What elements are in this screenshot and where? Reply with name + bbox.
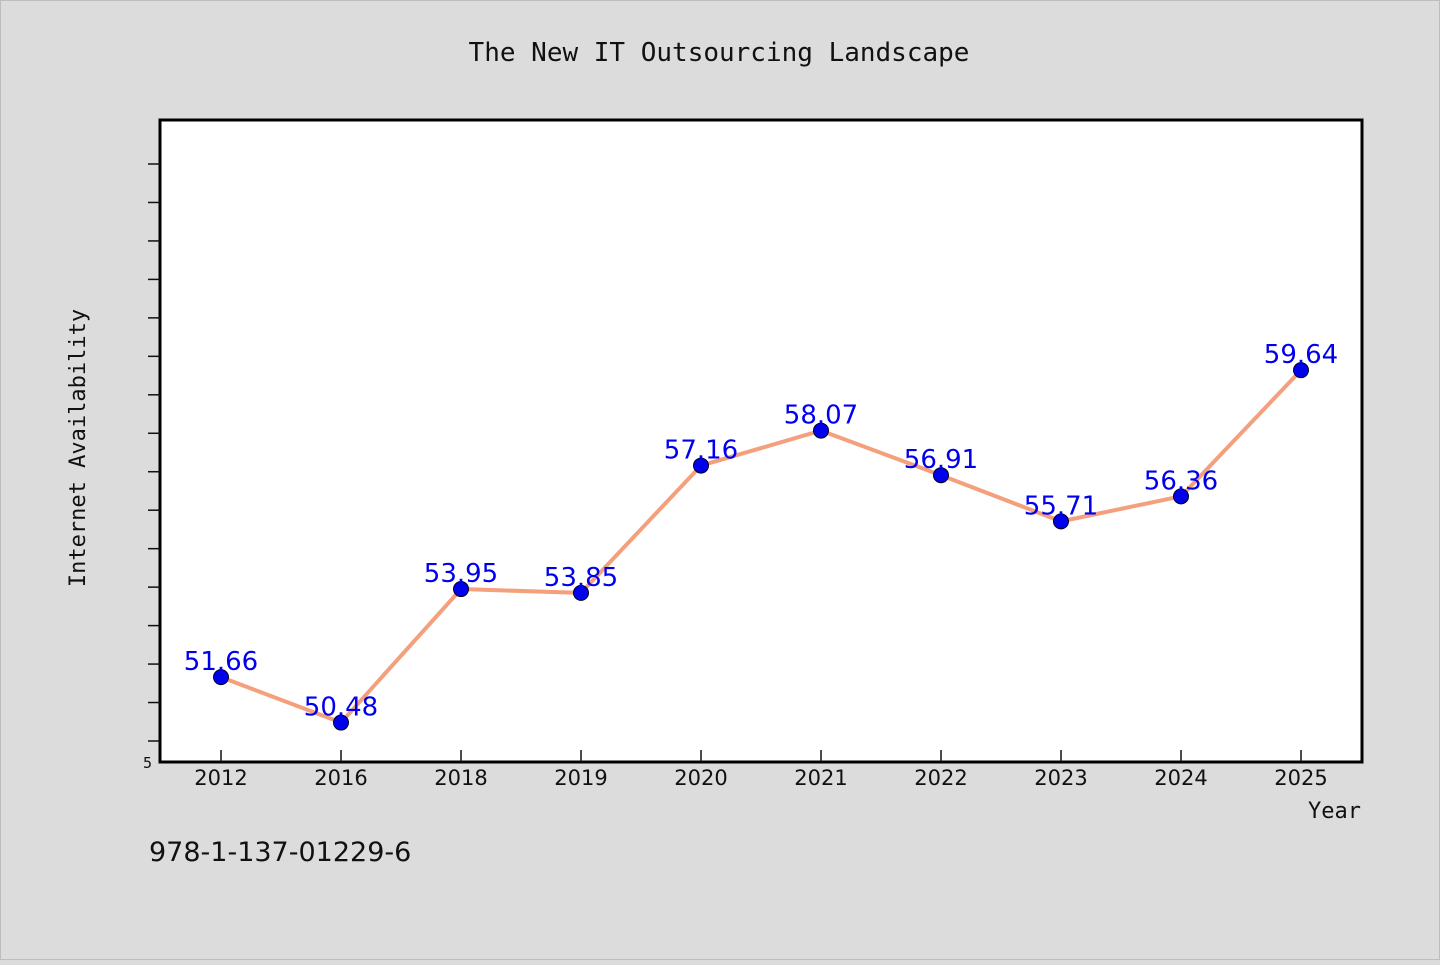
data-value-label: 59.64 xyxy=(1264,340,1338,370)
data-value-label: 53.85 xyxy=(544,563,618,593)
x-tick-label: 2019 xyxy=(554,766,607,790)
y-axis-ticks: 5 xyxy=(143,163,160,772)
data-point xyxy=(933,467,949,484)
x-tick-label: 2018 xyxy=(434,766,487,790)
chart-title: The New IT Outsourcing Landscape xyxy=(469,38,970,68)
data-value-label: 55.71 xyxy=(1024,491,1098,521)
data-points xyxy=(213,362,1309,731)
data-point xyxy=(1173,488,1189,505)
series-line xyxy=(220,368,1303,725)
data-point xyxy=(1053,513,1069,530)
data-value-label: 51.66 xyxy=(184,647,258,677)
x-tick-label: 2022 xyxy=(914,766,967,790)
x-tick-label: 2023 xyxy=(1034,766,1087,790)
y-axis-title: Internet Availability xyxy=(66,309,91,587)
x-axis-ticks: 2012 2016 2018 2019 2020 2021 2022 2023 2024 2025 xyxy=(194,750,1328,790)
data-value-label: 57.16 xyxy=(664,436,738,466)
x-tick-label: 2021 xyxy=(794,766,847,790)
data-point xyxy=(573,584,589,601)
isbn-text: 978-1-137-01229-6 xyxy=(149,837,412,868)
data-value-label: 56.91 xyxy=(904,445,978,475)
x-tick-label: 2025 xyxy=(1274,766,1327,790)
series-line-group xyxy=(220,368,1303,725)
data-value-label: 58.07 xyxy=(784,401,858,431)
x-tick-label: 2024 xyxy=(1154,766,1207,790)
data-point xyxy=(213,669,229,686)
data-value-label: 53.95 xyxy=(424,559,498,589)
x-tick-label: 2012 xyxy=(194,766,247,790)
data-point xyxy=(453,581,469,598)
x-tick-label: 2020 xyxy=(674,766,727,790)
data-labels: 51.66 50.48 53.95 53.85 57.16 58.07 56.91 55.71… xyxy=(184,340,1338,722)
x-axis-title: Year xyxy=(1308,799,1361,824)
data-point xyxy=(333,714,349,731)
y-tick-label: 5 xyxy=(143,754,152,772)
data-point xyxy=(693,457,709,474)
data-value-label: 56.36 xyxy=(1144,466,1218,496)
plot-area xyxy=(158,118,1364,764)
data-point xyxy=(1293,362,1309,379)
data-point xyxy=(813,422,829,439)
data-value-label: 50.48 xyxy=(304,693,378,723)
x-tick-label: 2016 xyxy=(314,766,367,790)
